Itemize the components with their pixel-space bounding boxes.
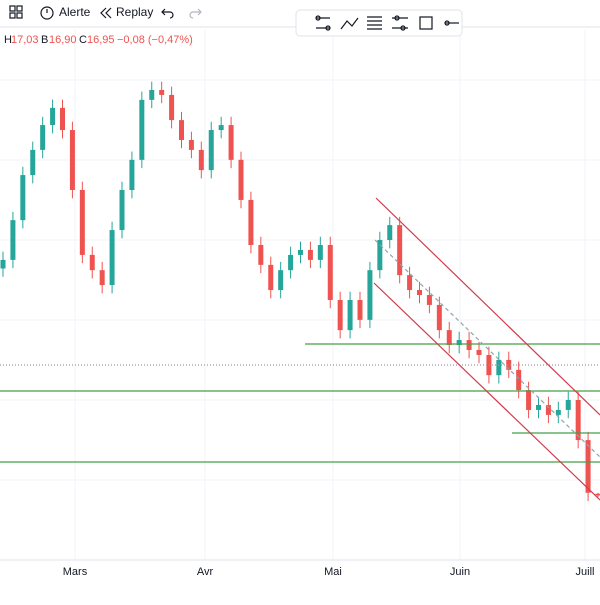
time-label: Avr — [197, 566, 214, 578]
candle-body — [60, 108, 65, 130]
candle-body — [219, 125, 224, 130]
candle-body — [447, 330, 452, 345]
candle-body — [278, 270, 283, 290]
candle-body — [248, 200, 253, 245]
candle-body — [268, 265, 273, 290]
candle-body — [40, 125, 45, 150]
candle-body — [308, 250, 313, 260]
time-label: Juin — [450, 566, 470, 578]
candle-body — [387, 225, 392, 240]
candle-body — [100, 270, 105, 285]
candle-body — [20, 175, 25, 220]
candle-body — [526, 390, 531, 410]
candle-body — [229, 125, 234, 160]
time-label: Mars — [63, 566, 88, 578]
candle-body — [179, 120, 184, 140]
candle-body — [407, 275, 412, 290]
legend-value: 17,03 — [11, 34, 39, 46]
candle-body — [328, 245, 333, 300]
candle-body — [30, 150, 35, 175]
alert-button[interactable]: Alerte — [59, 5, 91, 19]
candle-body — [50, 108, 55, 125]
candle-body — [358, 300, 363, 320]
legend-value: 16,90 — [49, 34, 77, 46]
candle-body — [199, 150, 204, 170]
legend-label: B — [41, 34, 48, 46]
candle-body — [556, 410, 561, 415]
time-label: Mai — [324, 566, 342, 578]
candle-body — [189, 140, 194, 150]
candle-body — [437, 305, 442, 330]
replay-button[interactable]: Replay — [116, 5, 153, 19]
candle-body — [427, 295, 432, 305]
candle-body — [596, 494, 600, 496]
candle-body — [586, 440, 591, 493]
legend-label: C — [79, 34, 87, 46]
candle-body — [566, 400, 571, 410]
candle-body — [120, 190, 125, 230]
candle-body — [80, 190, 85, 255]
time-label: Juill — [576, 566, 595, 578]
drawing-toolbar — [296, 10, 462, 36]
candle-body — [258, 245, 263, 265]
candle-body — [169, 95, 174, 120]
candle-body — [367, 270, 372, 320]
candle-body — [536, 405, 541, 410]
candle-body — [10, 220, 15, 260]
legend-change: −0,08 (−0,47%) — [117, 34, 193, 46]
candle-body — [348, 300, 353, 330]
candle-body — [486, 355, 491, 375]
candle-body — [90, 255, 95, 270]
candle-body — [467, 340, 472, 350]
candle-body — [516, 370, 521, 390]
candle-body — [417, 290, 422, 295]
candle-body — [318, 245, 323, 260]
candle-body — [576, 400, 581, 440]
candle-body — [139, 100, 144, 160]
candle-body — [338, 300, 343, 330]
candle-body — [209, 130, 214, 170]
candle-body — [110, 230, 115, 285]
candle-body — [149, 90, 154, 100]
candle-body — [129, 160, 134, 190]
candle-body — [377, 240, 382, 270]
legend-value: 16,95 — [87, 34, 115, 46]
candle-body — [496, 360, 501, 375]
candle-body — [159, 90, 164, 95]
candle-body — [477, 350, 482, 355]
candle-body — [1, 260, 6, 269]
candle-body — [397, 225, 402, 275]
ohlc-legend: H 17,03 B 16,90 C 16,95 −0,08 (−0,47%) — [4, 34, 193, 46]
candle-body — [70, 130, 75, 190]
candle-body — [288, 255, 293, 270]
candle-body — [298, 250, 303, 255]
candle-body — [239, 160, 244, 200]
